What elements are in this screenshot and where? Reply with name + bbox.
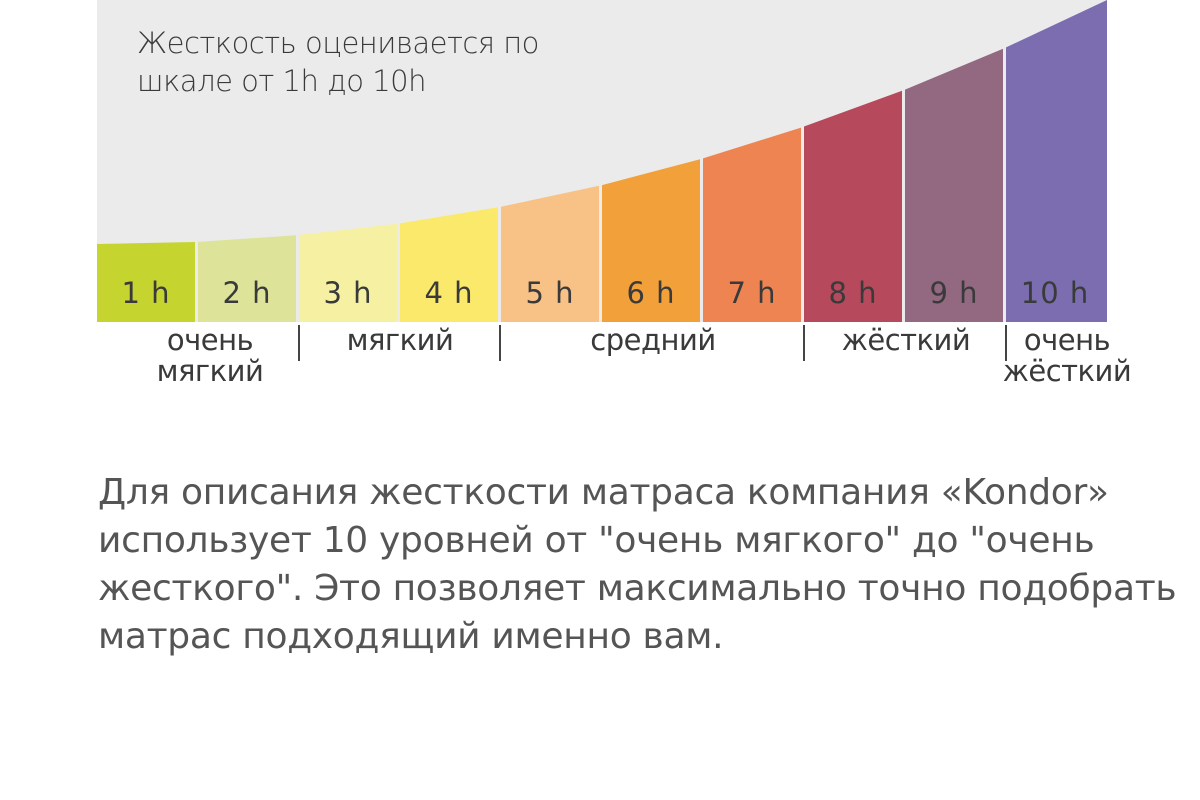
category-divider [803, 325, 805, 361]
category-medium: средний [502, 325, 804, 356]
hardness-bar-1 [97, 241, 195, 322]
hardness-bar-2 [198, 235, 296, 322]
category-medium-label: средний [590, 323, 716, 357]
hardness-bar-labels: 1 h 2 h 3 h 4 h 5 h 6 h 7 h 8 h 9 h 10 h [121, 276, 1090, 310]
hardness-bar-7 [703, 127, 801, 322]
hardness-label-2: 2 h [222, 276, 271, 310]
category-very-hard-line-2: жёсткий [1002, 354, 1132, 388]
scale-title-line-2: шкале от 1h до 10h [137, 64, 426, 98]
hardness-bar-4 [400, 207, 498, 322]
scale-title-line-1: Жесткость оценивается по [137, 26, 539, 60]
hardness-bar-9 [905, 48, 1003, 323]
hardness-bar-10 [1006, 0, 1107, 322]
hardness-label-8: 8 h [828, 276, 877, 310]
hardness-label-1: 1 h [121, 276, 170, 310]
hardness-bar-5 [501, 185, 599, 322]
hardness-bar-8 [804, 90, 902, 323]
category-divider [1005, 325, 1007, 361]
category-hard: жёсткий [806, 325, 1006, 356]
description-line-3: жесткого". Это позволяет максимально точ… [98, 568, 1177, 609]
hardness-bar-3 [299, 223, 397, 322]
hardness-label-4: 4 h [424, 276, 473, 310]
scale-title: Жесткость оценивается по шкале от 1h до … [137, 24, 657, 100]
hardness-bar-6 [602, 159, 700, 322]
category-hard-label: жёсткий [841, 323, 971, 357]
category-soft-label: мягкий [346, 323, 454, 357]
category-soft: мягкий [300, 325, 500, 356]
category-very-soft-line-1: очень [166, 323, 254, 357]
category-divider [298, 325, 300, 361]
description-line-1: Для описания жесткости матраса компания … [98, 472, 1109, 513]
hardness-label-9: 9 h [929, 276, 978, 310]
hardness-scale-graphic: 1 h 2 h 3 h 4 h 5 h 6 h 7 h 8 h 9 h 10 h [97, 0, 1107, 323]
category-divider [499, 325, 501, 361]
hardness-label-5: 5 h [525, 276, 574, 310]
hardness-label-3: 3 h [323, 276, 372, 310]
category-very-hard-line-1: очень [1023, 323, 1111, 357]
hardness-label-10: 10 h [1021, 276, 1090, 310]
category-very-hard: очень жёсткий [996, 325, 1138, 387]
description-line-2: использует 10 уровней от "очень мягкого"… [98, 520, 1095, 561]
hardness-bars [97, 0, 1107, 323]
description-text: Для описания жесткости матраса компания … [98, 469, 1178, 661]
category-very-soft: очень мягкий [120, 325, 300, 387]
hardness-label-6: 6 h [626, 276, 675, 310]
hardness-label-7: 7 h [727, 276, 776, 310]
category-very-soft-line-2: мягкий [156, 354, 264, 388]
description-line-4: матрас подходящий именно вам. [98, 616, 724, 657]
